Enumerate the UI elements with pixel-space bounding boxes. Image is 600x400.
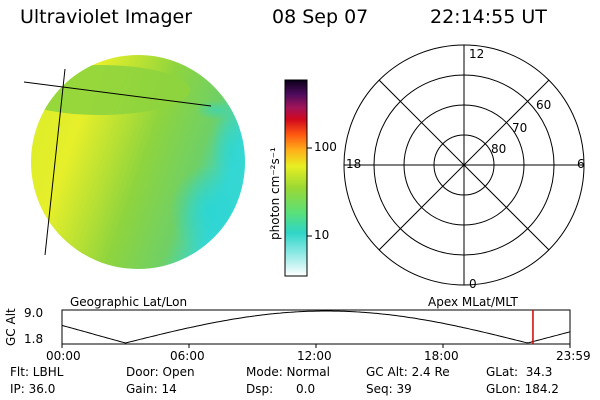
orbit-xtick: 18:00	[424, 349, 459, 363]
mlt-label-0: 0	[469, 277, 477, 291]
mlat-label-70: 70	[512, 121, 528, 135]
lon-line	[44, 68, 66, 256]
info-glon: GLon: 184.2	[486, 382, 559, 396]
colorbar-unit-label: photon cm⁻²s⁻¹	[268, 147, 282, 240]
colorbar-tick-10: 10	[314, 228, 330, 242]
orbit-left-caption: Geographic Lat/Lon	[70, 295, 188, 309]
orbit-xtick: 12:00	[297, 349, 332, 363]
info-ip: IP: 36.0	[10, 382, 56, 396]
orbit-ytick-top: 9.0	[24, 306, 44, 320]
colorbar-tick-100: 100	[314, 140, 337, 154]
info-seq: Seq: 39	[366, 382, 412, 396]
mlt-diag-2	[378, 79, 550, 251]
orbit-ylabel: GC Alt	[4, 308, 18, 346]
info-dsp: Dsp: 0.0	[246, 382, 316, 396]
info-gain: Gain: 14	[126, 382, 177, 396]
mlt-label-6: 6	[577, 157, 585, 171]
instrument-title: Ultraviolet Imager	[20, 6, 193, 28]
altitude-curve	[61, 310, 571, 344]
orbit-xtick: 06:00	[170, 349, 205, 363]
mlat-label-80: 80	[491, 142, 507, 156]
info-filter: Flt: LBHL	[10, 365, 64, 379]
observation-date: 08 Sep 07	[272, 6, 369, 28]
info-mode: Mode: Normal	[246, 365, 330, 379]
lat-line	[23, 81, 212, 107]
colorbar	[284, 79, 312, 277]
info-door: Door: Open	[126, 365, 195, 379]
polar-plot	[343, 44, 585, 286]
observation-time: 22:14:55 UT	[430, 6, 547, 28]
info-gc-alt: GC Alt: 2.4 Re	[366, 365, 450, 379]
info-glat: GLat: 34.3	[486, 365, 553, 379]
orbit-xtick: 23:59	[556, 349, 591, 363]
uv-earth-image	[23, 55, 245, 269]
orbit-plot	[61, 309, 571, 348]
mlt-label-18: 18	[346, 157, 362, 171]
mlt-label-12: 12	[469, 47, 485, 61]
orbit-right-caption: Apex MLat/MLT	[428, 295, 518, 309]
orbit-ytick-bottom: 1.8	[24, 332, 44, 346]
mlat-label-60: 60	[536, 98, 552, 112]
orbit-xtick: 00:00	[46, 349, 81, 363]
